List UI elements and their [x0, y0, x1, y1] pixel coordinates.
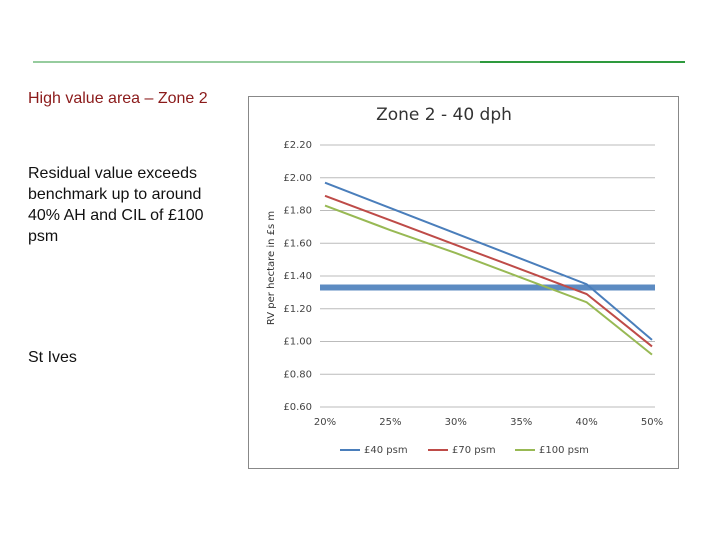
x-tick-label: 35%	[510, 417, 532, 428]
x-tick-label: 40%	[575, 417, 597, 428]
y-tick-label: £1.20	[283, 304, 312, 315]
y-tick-label: £0.80	[283, 369, 312, 380]
y-tick-label: £1.60	[283, 238, 312, 249]
chart-frame	[248, 96, 679, 469]
x-tick-label: 30%	[445, 417, 467, 428]
location: St Ives	[28, 349, 77, 366]
x-tick-label: 25%	[379, 417, 401, 428]
series-line	[324, 204, 653, 356]
series-line	[324, 194, 653, 348]
legend-label: £100 psm	[539, 445, 589, 456]
y-tick-label: £1.40	[283, 271, 312, 282]
legend-label: £40 psm	[364, 445, 408, 456]
y-axis-title: RV per hectare in £s m	[266, 211, 277, 325]
y-tick-label: £1.00	[283, 337, 312, 348]
x-tick-label: 50%	[641, 417, 663, 428]
y-tick-label: £1.80	[283, 206, 312, 217]
chart-title: Zone 2 - 40 dph	[376, 105, 512, 125]
heading: High value area – Zone 2	[28, 90, 208, 107]
legend-label: £70 psm	[452, 445, 496, 456]
body-text: Residual value exceeds benchmark up to a…	[28, 165, 204, 245]
x-tick-label: 20%	[314, 417, 336, 428]
y-tick-label: £2.00	[283, 173, 312, 184]
y-tick-label: £0.60	[283, 402, 312, 413]
series-line	[324, 181, 653, 341]
y-tick-label: £2.20	[283, 140, 312, 151]
